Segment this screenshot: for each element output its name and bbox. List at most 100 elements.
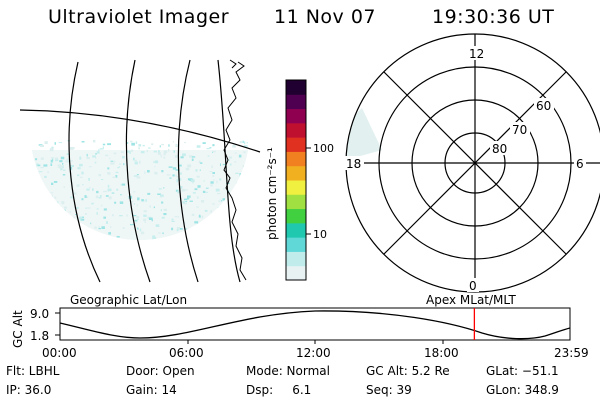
image-pixel [225,217,229,221]
image-pixel [244,245,248,247]
image-pixel [48,233,53,236]
image-pixel [79,163,83,167]
image-pixel [184,222,186,224]
image-pixel [51,146,54,150]
image-pixel [186,197,190,200]
image-pixel [219,240,220,243]
image-pixel [217,206,222,209]
image-pixel [136,174,139,176]
image-pixel [163,280,166,281]
image-pixel [136,254,138,255]
image-pixel [163,269,165,271]
image-pixel [47,221,50,223]
image-pixel [116,236,120,238]
image-pixel [44,233,46,236]
image-pixel [168,144,170,147]
orbit-altitude-curve [59,310,571,340]
image-pixel [204,219,208,223]
image-pixel [215,256,219,259]
image-pixel [216,210,220,213]
image-pixel [138,147,140,150]
image-pixel [47,222,50,224]
colorbar-tick: 10 [313,228,327,241]
image-pixel [120,151,124,153]
image-pixel [230,212,232,216]
image-pixel [36,215,40,218]
image-pixel [221,209,224,212]
image-pixel [114,251,116,254]
image-pixel [182,201,185,204]
image-pixel [204,249,206,250]
image-pixel [207,155,210,157]
image-pixel [211,165,213,168]
image-pixel [53,181,58,183]
image-pixel [51,182,54,185]
date-label: 11 Nov 07 [274,6,377,28]
image-pixel [86,157,90,160]
mlt-label-noon: 12 [469,47,484,61]
image-pixel [38,144,43,146]
image-pixel [202,142,206,144]
image-pixel [87,226,89,228]
image-pixel [175,269,176,270]
image-pixel [244,272,248,274]
image-pixel [191,158,194,161]
image-pixel [157,193,161,195]
image-pixel [205,242,208,244]
image-pixel [54,142,56,145]
orbit-y-tick: 9.0 [30,307,49,321]
image-pixel [235,252,237,253]
image-pixel [178,254,181,256]
image-pixel [165,245,168,247]
image-pixel [130,140,133,143]
image-pixel [159,247,162,250]
image-pixel [105,278,109,281]
image-pixel [222,205,224,209]
image-pixel [43,164,48,167]
image-pixel [50,192,54,194]
image-pixel [163,187,165,189]
image-pixel [213,254,216,257]
image-pixel [132,249,134,251]
image-pixel [110,162,115,165]
image-pixel [217,236,220,240]
image-pixel [212,203,215,205]
image-pixel [111,192,115,194]
image-pixel [246,170,249,173]
image-pixel [175,256,177,257]
image-pixel [33,250,37,252]
image-pixel [46,260,50,262]
image-pixel [32,207,35,210]
image-pixel [165,260,169,262]
image-pixel [77,174,80,177]
image-pixel [168,166,173,168]
glat-status: GLat: −51.1 [486,364,559,378]
image-pixel [222,241,223,243]
image-pixel [98,244,100,245]
image-pixel [209,147,212,149]
image-pixel [213,179,215,181]
image-pixel [73,192,77,195]
image-pixel [99,148,103,150]
image-pixel [174,216,177,218]
image-pixel [54,196,57,199]
image-pixel [232,144,236,148]
image-pixel [197,253,201,256]
image-pixel [105,154,109,157]
image-pixel [113,152,117,155]
image-pixel [203,180,205,182]
colorbar-band [286,80,306,95]
image-pixel [80,218,85,221]
image-pixel [107,188,112,192]
image-pixel [61,241,64,244]
image-pixel [93,278,97,279]
image-pixel [198,214,201,217]
image-pixel [81,141,85,143]
gc-alt-status: GC Alt: 5.2 Re [366,364,450,378]
image-pixel [201,215,204,219]
image-pixel [50,159,53,163]
image-pixel [101,179,104,180]
image-pixel [204,274,208,276]
image-pixel [55,273,56,275]
image-pixel [76,184,80,187]
